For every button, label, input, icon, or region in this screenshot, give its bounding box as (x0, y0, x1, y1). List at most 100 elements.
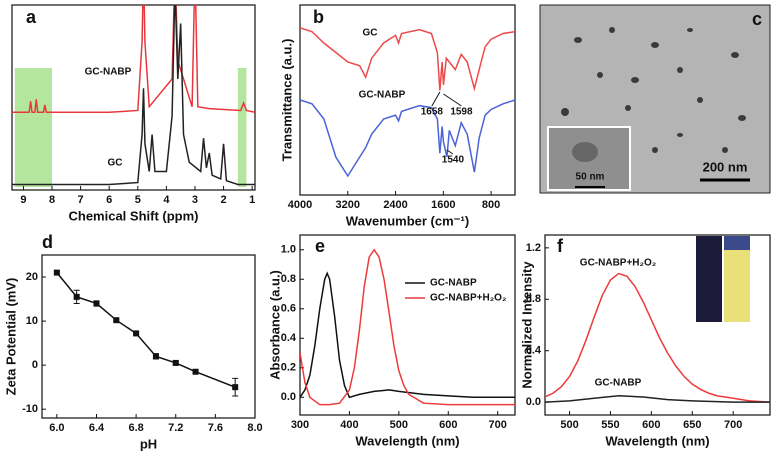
vial-photo (696, 236, 750, 322)
series-label: GC-NABP+H₂O₂ (580, 258, 656, 269)
scale-label: 200 nm (703, 159, 748, 174)
series-line (545, 272, 770, 403)
y-tick-label: 0.0 (281, 391, 296, 403)
x-tick-label: 3 (192, 194, 198, 206)
annotation-arrow (431, 91, 441, 107)
y-tick-label: 0.4 (526, 345, 542, 357)
marker (93, 300, 100, 307)
highlight (237, 68, 247, 187)
marker (232, 384, 239, 391)
x-tick-label: 1 (249, 194, 255, 206)
x-tick-label: 4000 (288, 199, 312, 211)
marker (53, 269, 60, 276)
x-tick-label: 600 (642, 419, 660, 431)
y-tick-label: 1.0 (281, 244, 296, 256)
vial-yellow (724, 236, 750, 322)
y-tick-label: 0.8 (281, 273, 296, 285)
panel-label: d (42, 232, 53, 252)
y-tick-label: 0 (32, 359, 38, 371)
x-tick-label: 550 (601, 419, 619, 431)
y-tick-label: 0.8 (526, 293, 541, 305)
x-tick-label: 500 (390, 419, 408, 431)
series-line (300, 99, 515, 178)
series-line (300, 248, 515, 406)
series-line (300, 27, 515, 92)
annotation: 1598 (450, 107, 473, 118)
y-axis-label: Absorbance (a.u.) (267, 270, 282, 380)
y-axis-label: Normalized Intensity (519, 261, 534, 389)
legend-label: GC-NABP (430, 278, 477, 289)
y-tick-label: 0.4 (281, 332, 297, 344)
x-tick-label: 1600 (431, 199, 455, 211)
series-label: GC-NABP (595, 378, 642, 389)
marker (152, 353, 159, 360)
inset-scale-label: 50 nm (576, 172, 605, 183)
x-tick-label: 300 (291, 419, 309, 431)
x-tick-label: 800 (482, 199, 500, 211)
marker (192, 368, 199, 375)
plot-frame (299, 4, 516, 196)
x-tick-label: 6.0 (49, 422, 64, 434)
x-tick-label: 8 (49, 194, 55, 206)
annotation-arrow (446, 149, 454, 155)
marker (113, 317, 120, 324)
x-tick-label: 2400 (383, 199, 407, 211)
x-tick-label: 4 (163, 194, 170, 206)
x-tick-label: 7.2 (168, 422, 183, 434)
annotation: 1658 (421, 107, 444, 118)
y-tick-label: -10 (22, 403, 38, 415)
x-tick-label: 9 (20, 194, 26, 206)
x-tick-label: 700 (724, 419, 742, 431)
y-axis-label: Transmittance (a.u.) (279, 39, 294, 162)
panel-label: b (313, 7, 324, 27)
series-label: GC (363, 28, 378, 39)
x-axis-label: Wavelength (nm) (355, 433, 459, 448)
x-axis-label: Chemical Shift (ppm) (68, 208, 198, 223)
y-tick-label: 20 (26, 271, 38, 283)
marker (133, 330, 140, 337)
annotation-arrow (443, 93, 462, 107)
x-axis-label: Wavelength (nm) (605, 433, 709, 448)
series-label: GC (108, 158, 123, 169)
legend-label: GC-NABP+H₂O₂ (430, 293, 506, 304)
plot-frame (41, 254, 256, 419)
x-tick-label: 6 (106, 194, 112, 206)
y-axis-label: Zeta Potential (mV) (3, 278, 18, 396)
y-tick-label: 10 (26, 315, 38, 327)
y-tick-label: 1.2 (526, 242, 541, 254)
nanoparticles (561, 27, 746, 153)
vial-cap (724, 236, 750, 250)
annotation: 1540 (442, 155, 465, 166)
x-tick-label: 650 (683, 419, 701, 431)
series-line (12, 5, 255, 114)
x-tick-label: 2 (220, 194, 226, 206)
x-tick-label: 500 (560, 419, 578, 431)
panel-label: c (752, 9, 762, 29)
panel-label: f (557, 236, 564, 256)
tem-image: 50 nm 200 nm (539, 4, 771, 194)
x-axis-label: pH (140, 436, 157, 451)
plot-frame (299, 234, 516, 416)
panel-label: e (315, 236, 325, 256)
x-tick-label: 5 (135, 194, 141, 206)
series-label: GC-NABP (85, 67, 132, 78)
inset-particle (572, 142, 598, 162)
y-tick-label: 0.2 (281, 362, 296, 374)
marker (172, 359, 179, 366)
plot-frame (544, 234, 771, 416)
vial-dark (696, 236, 722, 322)
x-tick-label: 6.4 (89, 422, 105, 434)
y-tick-label: 0.0 (526, 396, 541, 408)
panel-label: a (26, 7, 37, 27)
x-tick-label: 6.8 (128, 422, 143, 434)
x-tick-label: 8.0 (247, 422, 262, 434)
series-label: GC-NABP (359, 90, 406, 101)
x-tick-label: 700 (489, 419, 507, 431)
marker (73, 293, 80, 300)
x-tick-label: 400 (340, 419, 358, 431)
x-tick-label: 600 (439, 419, 457, 431)
highlight (14, 68, 53, 187)
series-line (545, 394, 770, 403)
y-tick-label: 0.6 (281, 303, 296, 315)
